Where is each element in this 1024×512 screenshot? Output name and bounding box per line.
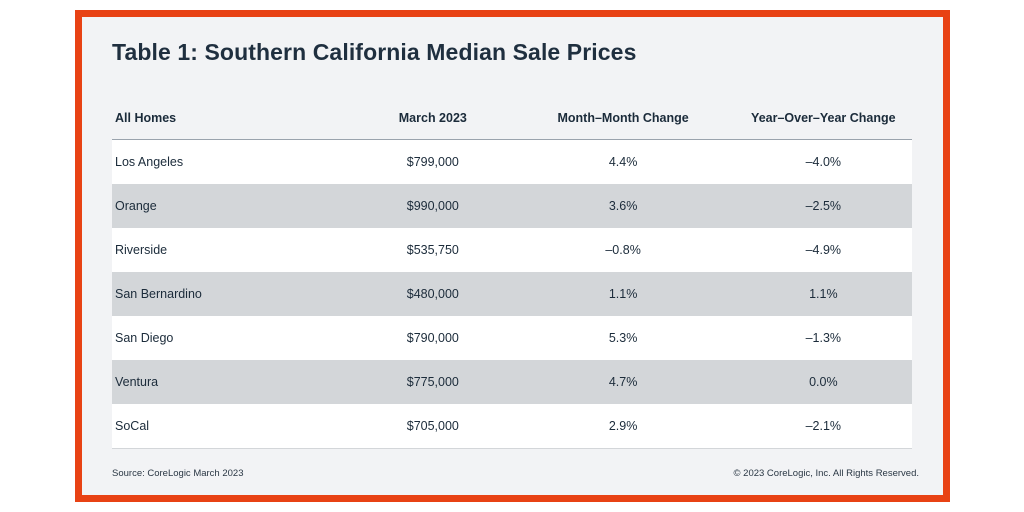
cell-month-change: –0.8% (511, 228, 735, 272)
cell-month-change: 5.3% (511, 316, 735, 360)
cell-region: Orange (112, 184, 355, 228)
header-month-month-change: Month–Month Change (511, 97, 735, 140)
cell-year-change: 0.0% (734, 360, 912, 404)
header-march-2023: March 2023 (354, 97, 512, 140)
median-price-table: All Homes March 2023 Month–Month Change … (112, 97, 912, 449)
table-row: Ventura $775,000 4.7% 0.0% (112, 360, 912, 404)
table-row: Orange $990,000 3.6% –2.5% (112, 184, 912, 228)
table-row: SoCal $705,000 2.9% –2.1% (112, 404, 912, 449)
cell-year-change: –4.0% (734, 139, 912, 184)
source-note: Source: CoreLogic March 2023 (112, 468, 244, 479)
copyright-note: © 2023 CoreLogic, Inc. All Rights Reserv… (733, 468, 919, 479)
cell-year-change: –1.3% (734, 316, 912, 360)
cell-region: San Bernardino (112, 272, 355, 316)
cell-region: Ventura (112, 360, 355, 404)
cell-price: $790,000 (354, 316, 512, 360)
cell-region: SoCal (112, 404, 355, 449)
header-all-homes: All Homes (112, 97, 355, 140)
cell-month-change: 1.1% (511, 272, 735, 316)
cell-month-change: 2.9% (511, 404, 735, 449)
cell-region: Riverside (112, 228, 355, 272)
cell-year-change: –2.5% (734, 184, 912, 228)
cell-price: $535,750 (354, 228, 512, 272)
table-row: Riverside $535,750 –0.8% –4.9% (112, 228, 912, 272)
table-row: Los Angeles $799,000 4.4% –4.0% (112, 139, 912, 184)
table-row: San Bernardino $480,000 1.1% 1.1% (112, 272, 912, 316)
table-row: San Diego $790,000 5.3% –1.3% (112, 316, 912, 360)
cell-region: Los Angeles (112, 139, 355, 184)
cell-price: $480,000 (354, 272, 512, 316)
cell-price: $705,000 (354, 404, 512, 449)
cell-month-change: 4.7% (511, 360, 735, 404)
table-card: Table 1: Southern California Median Sale… (75, 10, 950, 502)
cell-price: $775,000 (354, 360, 512, 404)
cell-year-change: –4.9% (734, 228, 912, 272)
cell-year-change: 1.1% (734, 272, 912, 316)
cell-price: $990,000 (354, 184, 512, 228)
table-header-row: All Homes March 2023 Month–Month Change … (112, 97, 912, 140)
cell-month-change: 4.4% (511, 139, 735, 184)
cell-price: $799,000 (354, 139, 512, 184)
cell-year-change: –2.1% (734, 404, 912, 449)
table-title: Table 1: Southern California Median Sale… (112, 39, 637, 65)
cell-month-change: 3.6% (511, 184, 735, 228)
header-year-over-year-change: Year–Over–Year Change (734, 97, 912, 140)
cell-region: San Diego (112, 316, 355, 360)
